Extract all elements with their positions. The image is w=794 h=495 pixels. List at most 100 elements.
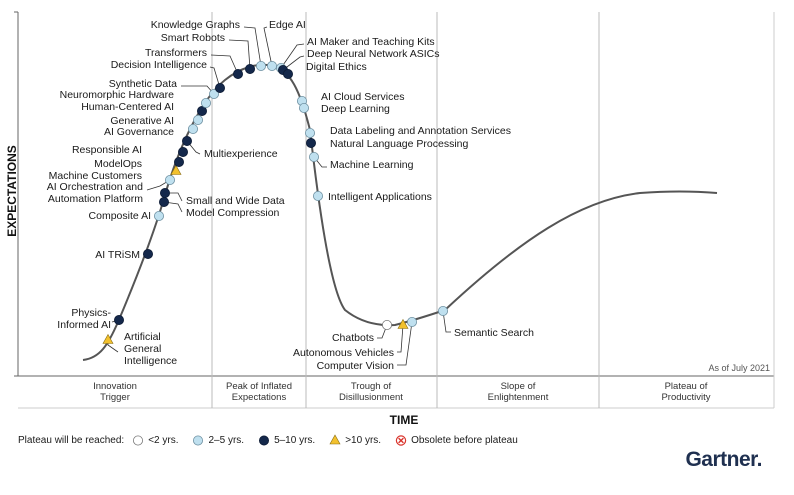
phase-label: Trigger (100, 392, 130, 403)
marker-ai-orchestration-and-automation-platform (164, 174, 175, 185)
label-autonomous-vehicles: Autonomous Vehicles (293, 347, 394, 359)
legend-label: Obsolete before plateau (411, 434, 518, 446)
marker-machine-customers (170, 164, 182, 175)
label-ai-cloud-services: AI Cloud Services (321, 91, 404, 103)
label-chatbots: Chatbots (332, 332, 374, 344)
legend-label: 5–10 yrs. (274, 434, 316, 446)
phase-label: Enlightenment (488, 392, 549, 403)
marker-semantic-search (437, 305, 448, 316)
leader-synthetic-data (181, 85, 215, 95)
label-synthetic-data: Synthetic Data (109, 78, 177, 90)
label-ai-governance: AI Governance (104, 126, 174, 138)
marker-composite-ai (153, 210, 164, 221)
marker-chatbots (381, 319, 392, 330)
legend-item-5to10: 5–10 yrs. (258, 434, 315, 446)
marker-model-compression (158, 196, 169, 207)
marker-edge-ai (266, 61, 277, 72)
marker-ai-governance (187, 124, 198, 135)
label-smart-robots: Smart Robots (161, 32, 225, 44)
legend-symbol-gt10 (329, 434, 341, 445)
marker-natural-language-processing (305, 137, 316, 148)
label-human-centered-ai: Human-Centered AI (81, 101, 174, 113)
label-computer-vision: Computer Vision (317, 360, 395, 372)
label-data-labeling-and-annotation-services: Data Labeling and Annotation Services (330, 125, 511, 137)
leader-knowledge-graphs (243, 26, 262, 67)
marker-intelligent-applications (312, 190, 323, 201)
phase-label: Peak of Inflated (226, 381, 292, 392)
label-model-compression: Model Compression (186, 207, 280, 219)
marker-small-and-wide-data (159, 187, 170, 198)
x-axis-title: TIME (390, 413, 419, 427)
label-deep-learning: Deep Learning (321, 103, 390, 115)
legend-item-obsolete: Obsolete before plateau (395, 434, 518, 446)
marker-transformers (232, 69, 243, 80)
leader-transformers (210, 54, 239, 75)
label-natural-language-processing: Natural Language Processing (330, 138, 469, 150)
marker-multiexperience (181, 135, 192, 146)
phase-label: Slope of (501, 381, 536, 392)
marker-ai-trism (142, 248, 153, 259)
legend-symbol-lt2 (133, 435, 144, 446)
leader-autonomous-vehicles (397, 324, 404, 353)
marker-generative-ai (192, 115, 203, 126)
label-machine-learning: Machine Learning (330, 159, 414, 171)
leader-deep-neural-network-asics (282, 55, 305, 71)
label-semantic-search: Semantic Search (454, 327, 534, 339)
hype-curve (82, 63, 718, 361)
label-machine-customers: Machine Customers (49, 170, 142, 182)
leader-semantic-search (442, 310, 451, 333)
gartner-logo: Gartner. (685, 448, 762, 471)
marker-responsible-ai (177, 146, 188, 157)
phase-label: Innovation (93, 381, 137, 392)
phase-label: Disillusionment (339, 392, 403, 403)
marker-digital-ethics (282, 69, 293, 80)
legend-item-gt10: >10 yrs. (329, 434, 381, 446)
label-digital-ethics: Digital Ethics (306, 61, 367, 73)
label-physics-informed-ai: Physics-Informed AI (57, 307, 111, 331)
label-transformers: Transformers (145, 47, 207, 59)
leader-computer-vision (397, 321, 413, 366)
legend-label: >10 yrs. (345, 434, 382, 446)
label-neuromorphic-hardware: Neuromorphic Hardware (60, 89, 175, 101)
marker-physics-informed-ai (114, 314, 125, 325)
legend-label: <2 yrs. (148, 434, 179, 446)
phase-label: Plateau of (665, 381, 708, 392)
label-ai-trism: AI TRiSM (95, 249, 140, 261)
label-small-and-wide-data: Small and Wide Data (186, 195, 285, 207)
legend-symbol-5to10 (259, 435, 270, 446)
label-artificial-general-intelligence: Artificial General Intelligence (124, 331, 177, 367)
label-generative-ai: Generative AI (110, 115, 174, 127)
label-intelligent-applications: Intelligent Applications (328, 191, 432, 203)
phase-label: Productivity (661, 392, 710, 403)
marker-neuromorphic-hardware (200, 98, 211, 109)
label-deep-neural-network-asics: Deep Neural Network ASICs (307, 48, 439, 60)
marker-autonomous-vehicles (397, 318, 409, 329)
label-responsible-ai: Responsible AI (72, 144, 142, 156)
label-composite-ai: Composite AI (89, 210, 151, 222)
marker-knowledge-graphs (255, 61, 266, 72)
marker-synthetic-data (208, 89, 219, 100)
marker-smart-robots (244, 64, 255, 75)
leader-edge-ai (263, 26, 273, 67)
label-edge-ai: Edge AI (269, 19, 306, 31)
label-multiexperience: Multiexperience (204, 148, 278, 160)
legend-label: 2–5 yrs. (208, 434, 245, 446)
marker-decision-intelligence (214, 83, 225, 94)
marker-human-centered-ai (196, 106, 207, 117)
y-axis-title: EXPECTATIONS (5, 145, 19, 237)
legend-symbol-obsolete (395, 435, 407, 446)
legend-title: Plateau will be reached: (18, 434, 125, 446)
legend-symbol-2to5 (193, 435, 204, 446)
legend: Plateau will be reached: <2 yrs. 2–5 yrs.… (18, 434, 532, 446)
marker-deep-learning (298, 103, 309, 114)
legend-item-2to5: 2–5 yrs. (192, 434, 244, 446)
marker-modelops (173, 156, 184, 167)
marker-machine-learning (308, 151, 319, 162)
leader-ai-maker-and-teaching-kits (280, 43, 305, 69)
label-decision-intelligence: Decision Intelligence (111, 59, 207, 71)
phase-label: Expectations (232, 392, 287, 403)
leader-decision-intelligence (209, 66, 221, 89)
label-knowledge-graphs: Knowledge Graphs (151, 19, 240, 31)
marker-computer-vision (406, 316, 417, 327)
